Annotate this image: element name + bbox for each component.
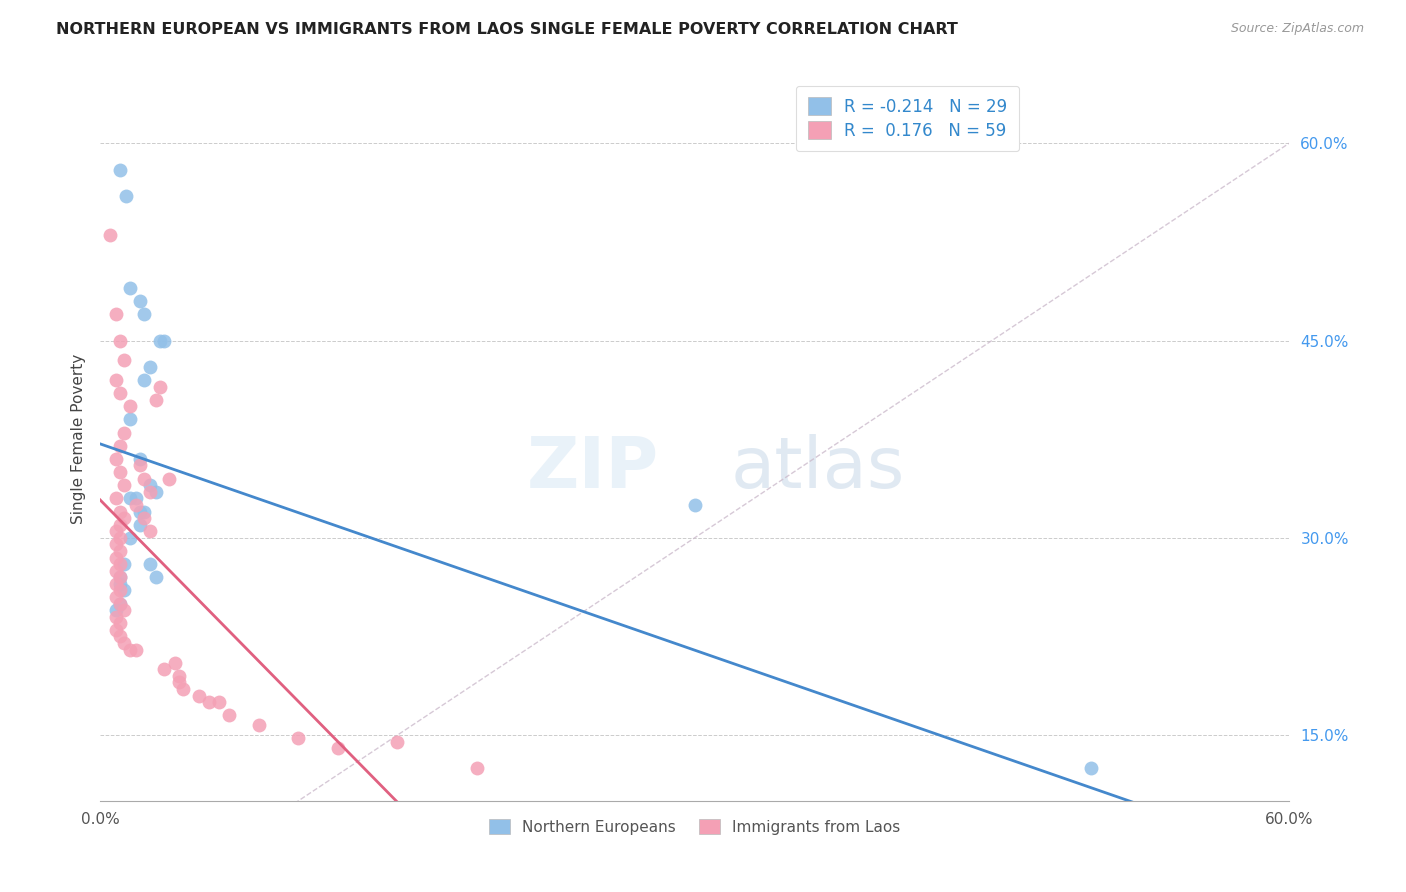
Point — [138, 359, 160, 374]
Point — [104, 603, 127, 617]
Point — [145, 570, 167, 584]
Point — [108, 570, 131, 584]
Text: ZIP: ZIP — [527, 434, 659, 502]
Point — [118, 412, 141, 426]
Point — [98, 228, 121, 243]
Point — [149, 379, 172, 393]
Point — [125, 498, 148, 512]
Point — [104, 590, 127, 604]
Point — [128, 504, 150, 518]
Text: NORTHERN EUROPEAN VS IMMIGRANTS FROM LAOS SINGLE FEMALE POVERTY CORRELATION CHAR: NORTHERN EUROPEAN VS IMMIGRANTS FROM LAO… — [56, 22, 957, 37]
Point — [112, 583, 135, 598]
Point — [108, 583, 131, 598]
Text: Source: ZipAtlas.com: Source: ZipAtlas.com — [1230, 22, 1364, 36]
Point — [118, 642, 141, 657]
Point — [387, 734, 409, 748]
Point — [108, 334, 131, 348]
Point — [208, 695, 231, 709]
Point — [104, 524, 127, 539]
Point — [104, 451, 127, 466]
Point — [108, 597, 131, 611]
Point — [112, 603, 135, 617]
Point — [108, 386, 131, 401]
Point — [1080, 761, 1102, 775]
Point — [118, 281, 141, 295]
Point — [169, 669, 191, 683]
Point — [104, 577, 127, 591]
Point — [132, 472, 155, 486]
Text: atlas: atlas — [730, 434, 904, 502]
Point — [108, 517, 131, 532]
Point — [145, 484, 167, 499]
Point — [112, 636, 135, 650]
Point — [108, 439, 131, 453]
Point — [149, 334, 172, 348]
Point — [108, 162, 131, 177]
Point — [112, 353, 135, 368]
Point — [108, 630, 131, 644]
Point — [118, 399, 141, 413]
Point — [703, 839, 725, 854]
Point — [112, 478, 135, 492]
Point — [138, 524, 160, 539]
Point — [108, 616, 131, 631]
Point — [104, 550, 127, 565]
Point — [138, 557, 160, 571]
Point — [172, 682, 194, 697]
Point — [326, 741, 349, 756]
Point — [115, 189, 138, 203]
Point — [152, 334, 174, 348]
Point — [465, 761, 488, 775]
Point — [104, 307, 127, 321]
Point — [132, 307, 155, 321]
Point — [108, 504, 131, 518]
Point — [198, 695, 221, 709]
Point — [128, 293, 150, 308]
Point — [108, 465, 131, 479]
Point — [683, 498, 706, 512]
Point — [104, 491, 127, 506]
Point — [188, 689, 211, 703]
Point — [128, 517, 150, 532]
Point — [125, 642, 148, 657]
Point — [108, 544, 131, 558]
Point — [247, 717, 270, 731]
Point — [132, 504, 155, 518]
Point — [132, 511, 155, 525]
Point — [159, 472, 181, 486]
Point — [108, 531, 131, 545]
Point — [138, 478, 160, 492]
Point — [118, 531, 141, 545]
Point — [287, 731, 309, 745]
Point — [108, 597, 131, 611]
Point — [108, 577, 131, 591]
Point — [128, 451, 150, 466]
Point — [104, 537, 127, 551]
Point — [108, 570, 131, 584]
Point — [169, 675, 191, 690]
Legend: Northern Europeans, Immigrants from Laos: Northern Europeans, Immigrants from Laos — [479, 810, 910, 844]
Y-axis label: Single Female Poverty: Single Female Poverty — [72, 354, 86, 524]
Point — [104, 564, 127, 578]
Point — [128, 458, 150, 473]
Point — [104, 373, 127, 387]
Point — [125, 491, 148, 506]
Point — [152, 662, 174, 676]
Point — [132, 373, 155, 387]
Point — [104, 609, 127, 624]
Point — [165, 656, 187, 670]
Point — [112, 557, 135, 571]
Point — [138, 484, 160, 499]
Point — [118, 491, 141, 506]
Point — [104, 623, 127, 637]
Point — [218, 708, 240, 723]
Point — [108, 557, 131, 571]
Point — [112, 425, 135, 440]
Point — [145, 392, 167, 407]
Point — [112, 511, 135, 525]
